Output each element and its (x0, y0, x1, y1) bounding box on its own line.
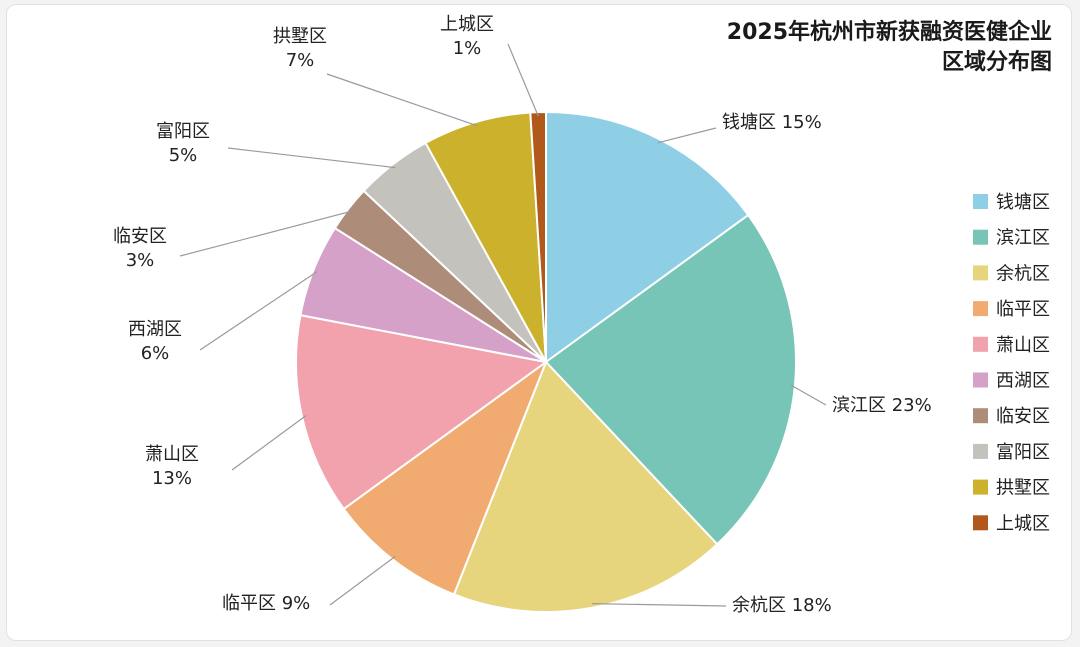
slice-label-4: 临平区 9% (222, 593, 310, 614)
legend-swatch-2 (973, 229, 988, 245)
slice-label-2: 滨江区 23% (832, 395, 932, 416)
pie-slice-3 (452, 360, 719, 613)
legend-swatch-7 (973, 408, 988, 424)
slice-label-7: 临安区 3% (113, 226, 167, 271)
legend-label-8: 富阳区 (996, 442, 1050, 463)
legend-swatch-9 (973, 479, 988, 495)
leader-line-7 (179, 210, 352, 257)
legend-label-3: 余杭区 (996, 263, 1050, 284)
legend-swatch-3 (973, 265, 988, 281)
slice-label-3: 余杭区 18% (732, 595, 832, 616)
legend-label-1: 钱塘区 (996, 192, 1050, 213)
slice-label-9: 拱墅区 7% (273, 26, 327, 71)
pie-slices (295, 110, 797, 613)
legend-swatch-8 (973, 443, 988, 459)
slice-label-10: 上城区 1% (440, 14, 494, 59)
slice-label-5: 萧山区 13% (145, 444, 199, 489)
pie-slice-10 (529, 110, 547, 363)
legend-swatch-10 (973, 515, 988, 531)
pie-slice-2 (544, 213, 797, 546)
legend-label-10: 上城区 (996, 513, 1050, 534)
legend-swatch-4 (973, 301, 988, 317)
pie-slice-1 (545, 110, 750, 364)
chart-title: 2025年杭州市新获融资医健企业 区域分布图 (727, 18, 1052, 78)
leader-line-3 (592, 603, 727, 607)
pie-slice-5 (295, 313, 549, 511)
chart-title-line2: 区域分布图 (941, 50, 1052, 75)
leader-line-6 (199, 270, 318, 351)
leader-line-8 (227, 147, 396, 169)
legend-swatch-5 (973, 336, 988, 352)
legend-label-5: 萧山区 (996, 335, 1050, 356)
legend-swatch-6 (973, 372, 988, 388)
leader-line-2 (790, 384, 827, 406)
legend-swatch-1 (973, 194, 988, 209)
pie-slice-9 (424, 111, 547, 363)
pie-slice-4 (342, 359, 549, 596)
leader-line-5 (231, 415, 307, 471)
slice-label-6: 西湖区 6% (128, 319, 182, 364)
legend-label-9: 拱墅区 (996, 478, 1050, 499)
leader-line-1 (657, 127, 717, 144)
slice-label-8: 富阳区 5% (156, 121, 210, 166)
legend-label-4: 临平区 (996, 299, 1050, 320)
leader-line-9 (326, 73, 478, 127)
leader-line-10 (507, 43, 539, 117)
legend-label-2: 滨江区 (996, 228, 1050, 249)
leader-line-4 (329, 555, 396, 606)
slice-label-1: 钱塘区 15% (722, 112, 822, 133)
chart-title-line1: 2025年杭州市新获融资医健企业 (726, 20, 1052, 45)
legend-label-7: 临安区 (996, 406, 1050, 427)
legend-label-6: 西湖区 (996, 371, 1050, 392)
